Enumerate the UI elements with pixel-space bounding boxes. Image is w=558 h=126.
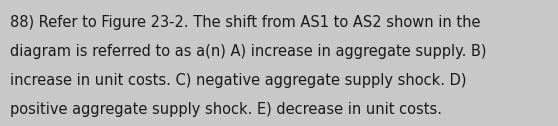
Text: increase in unit costs. C) negative aggregate supply shock. D): increase in unit costs. C) negative aggr…: [10, 73, 466, 88]
Text: 88) Refer to Figure 23-2. The shift from AS1 to AS2 shown in the: 88) Refer to Figure 23-2. The shift from…: [10, 15, 480, 30]
Text: positive aggregate supply shock. E) decrease in unit costs.: positive aggregate supply shock. E) decr…: [10, 102, 442, 117]
Text: diagram is referred to as a(n) A) increase in aggregate supply. B): diagram is referred to as a(n) A) increa…: [10, 44, 487, 59]
